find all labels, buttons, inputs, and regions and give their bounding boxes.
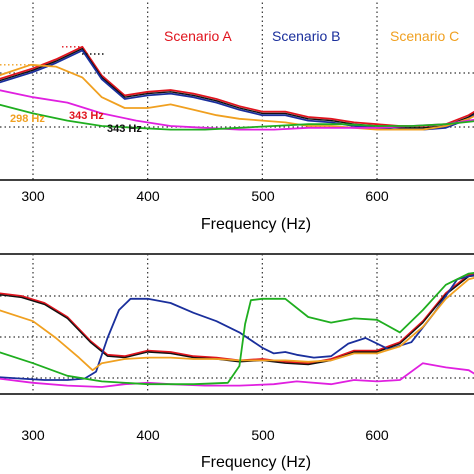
x-tick-label: 500 — [251, 427, 275, 443]
series-line-5 — [0, 272, 474, 386]
bottom-series-group — [0, 272, 474, 388]
annotation-343hz-black: 343 Hz — [107, 123, 142, 135]
series-line-3 — [0, 63, 474, 131]
legend-scenario-a: Scenario A — [164, 28, 232, 44]
annotation-298hz: 298 Hz — [10, 113, 45, 125]
series-line-5 — [0, 103, 474, 131]
top-x-tick-labels: 300 400 500 600 — [21, 188, 389, 204]
top-series-group — [0, 45, 474, 131]
top-x-axis-label: Frequency (Hz) — [201, 216, 311, 233]
bottom-plot-frame — [0, 253, 474, 395]
series-line-1 — [0, 47, 474, 129]
x-tick-label: 300 — [21, 188, 45, 204]
top-plot-frame — [0, 179, 474, 181]
bottom-x-tick-labels: 300 400 500 600 — [21, 427, 389, 443]
bottom-gridlines — [0, 254, 474, 394]
top-gridlines — [0, 0, 474, 180]
x-tick-label: 600 — [365, 427, 389, 443]
legend-scenario-c: Scenario C — [390, 28, 459, 44]
legend: Scenario A Scenario B Scenario C — [164, 28, 459, 44]
peak-annotations: 298 Hz 343 Hz 343 Hz — [10, 110, 142, 135]
x-tick-label: 500 — [251, 188, 275, 204]
top-chart-panel: Scenario A Scenario B Scenario C 298 Hz … — [0, 0, 474, 233]
x-tick-label: 600 — [365, 188, 389, 204]
x-tick-label: 300 — [21, 427, 45, 443]
bottom-chart-panel: 300 400 500 600 Frequency (Hz) — [0, 253, 474, 471]
annotation-343hz-red: 343 Hz — [69, 110, 104, 122]
series-line-4 — [0, 362, 474, 388]
series-line-2 — [0, 274, 474, 381]
bottom-x-axis-label: Frequency (Hz) — [201, 454, 311, 471]
legend-scenario-b: Scenario B — [272, 28, 340, 44]
series-line-3 — [0, 276, 474, 372]
series-line-0 — [0, 273, 474, 365]
x-tick-label: 400 — [136, 188, 160, 204]
x-tick-label: 400 — [136, 427, 160, 443]
